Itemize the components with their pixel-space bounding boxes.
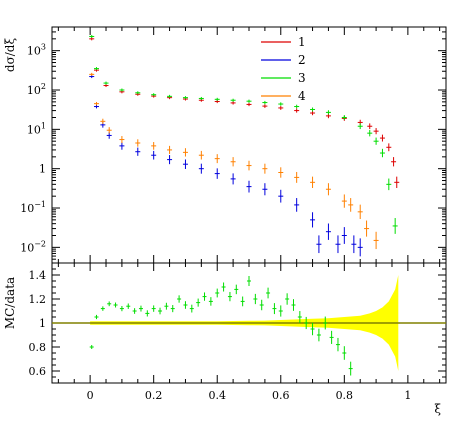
top-y-tick-label: 10−2 — [20, 239, 46, 254]
x-axis-title: ξ — [434, 402, 441, 416]
bottom-y-tick-label: 0.8 — [29, 341, 47, 354]
x-tick-label: 1 — [404, 389, 411, 402]
legend-entry-1: 1 — [261, 35, 306, 49]
legend-entry-2: 2 — [261, 53, 306, 67]
bottom-y-axis-title: MC/data — [3, 277, 17, 329]
x-tick-label: 0.6 — [272, 389, 290, 402]
legend-label-1: 1 — [298, 35, 306, 49]
x-tick-label: 0.8 — [336, 389, 354, 402]
bottom-y-tick-label: 1 — [39, 317, 46, 330]
x-tick-label: 0.2 — [145, 389, 163, 402]
bottom-y-tick-label: 0.6 — [29, 365, 47, 378]
top-y-tick-label: 102 — [27, 82, 46, 97]
legend: 1 2 3 4 — [261, 35, 306, 103]
top-y-tick-label: 1 — [39, 163, 46, 176]
legend-entry-4: 4 — [261, 89, 306, 103]
legend-entry-3: 3 — [261, 71, 306, 85]
x-tick-label: 0 — [87, 389, 94, 402]
legend-label-2: 2 — [298, 53, 306, 67]
top-y-tick-label: 103 — [27, 43, 46, 58]
top-y-axis-title: dσ/dξ — [3, 38, 17, 73]
top-y-tick-label: 101 — [27, 121, 46, 136]
series-4 — [89, 72, 379, 250]
top-y-tick-label: 10−1 — [20, 200, 46, 215]
legend-label-3: 3 — [298, 71, 306, 85]
legend-label-4: 4 — [298, 89, 306, 103]
bottom-y-tick-label: 1.2 — [29, 293, 47, 306]
series-2 — [89, 75, 363, 257]
x-tick-label: 0.4 — [208, 389, 226, 402]
bottom-y-tick-label: 1.4 — [29, 269, 47, 282]
series-3 — [89, 34, 398, 234]
